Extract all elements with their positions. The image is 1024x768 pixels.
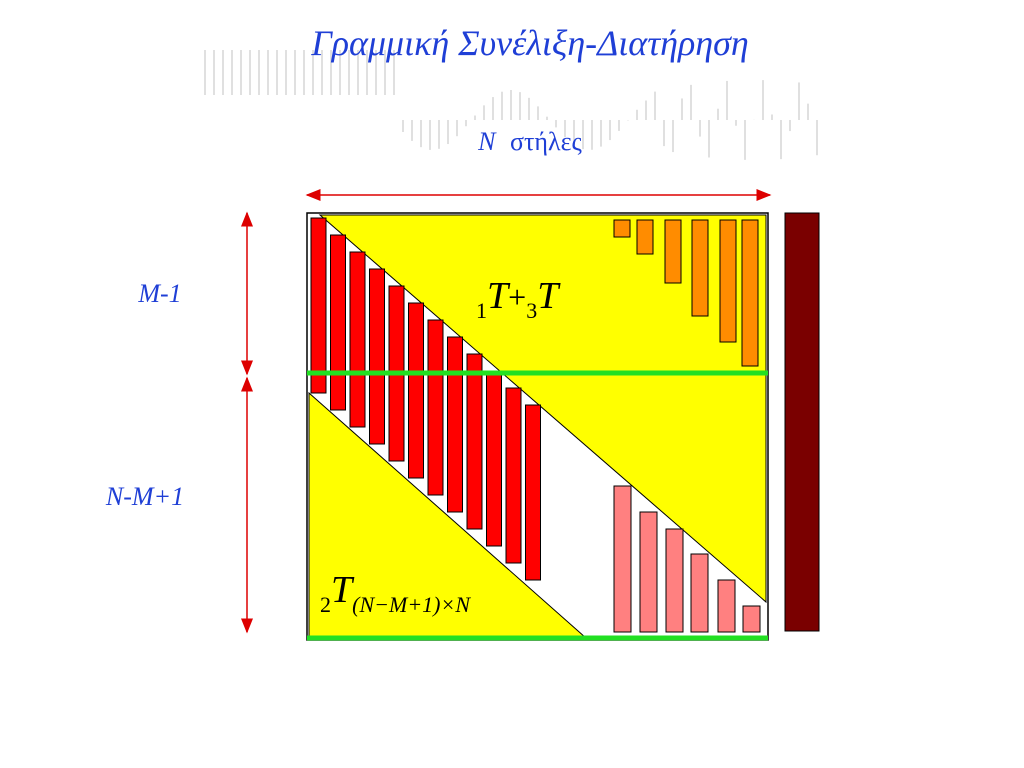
pink-bar xyxy=(742,605,761,633)
pink-bar xyxy=(690,553,709,633)
lower-label: 2T(N−M+1)×N xyxy=(320,569,471,617)
red-bar xyxy=(505,387,522,564)
title: Γραμμική Συνέλιξη-Διατήρηση xyxy=(310,23,748,63)
red-bar xyxy=(447,336,463,513)
bars xyxy=(310,217,761,633)
red-bar xyxy=(525,404,541,581)
red-bar xyxy=(486,370,502,547)
red-bar xyxy=(408,302,424,479)
columns-label: N στήλες xyxy=(477,127,582,156)
row-label: N-M+1 xyxy=(105,482,184,511)
red-bar xyxy=(349,251,366,428)
columns-symbol: N xyxy=(477,127,497,156)
red-bar xyxy=(369,268,385,445)
pink-bar xyxy=(665,528,684,633)
upper-label: 1T+3T xyxy=(476,275,561,323)
orange-bar xyxy=(636,219,654,255)
orange-bar xyxy=(719,219,737,343)
orange-bar xyxy=(691,219,709,317)
sub: 2 xyxy=(320,592,331,617)
symbol: T xyxy=(537,275,561,317)
pink-bar xyxy=(639,511,658,633)
symbol: T xyxy=(487,275,511,317)
sub: 3 xyxy=(526,298,537,323)
upper-triangle xyxy=(318,214,767,604)
row-label: M-1 xyxy=(137,279,181,308)
sub: 1 xyxy=(476,298,487,323)
red-bar xyxy=(310,217,327,394)
columns-text: στήλες xyxy=(510,127,583,156)
vector-bar xyxy=(784,212,820,632)
orange-bar xyxy=(664,219,682,284)
red-bar xyxy=(330,234,346,411)
red-bar xyxy=(427,319,444,496)
pink-bar xyxy=(613,485,632,633)
background-waveform xyxy=(204,50,818,160)
red-bar xyxy=(466,353,483,530)
orange-bar xyxy=(741,219,759,367)
plus: + xyxy=(508,279,526,315)
symbol: T xyxy=(331,569,355,611)
sub: (N−M+1)×N xyxy=(352,592,471,617)
pink-bar xyxy=(717,579,736,633)
orange-bar xyxy=(613,219,631,238)
